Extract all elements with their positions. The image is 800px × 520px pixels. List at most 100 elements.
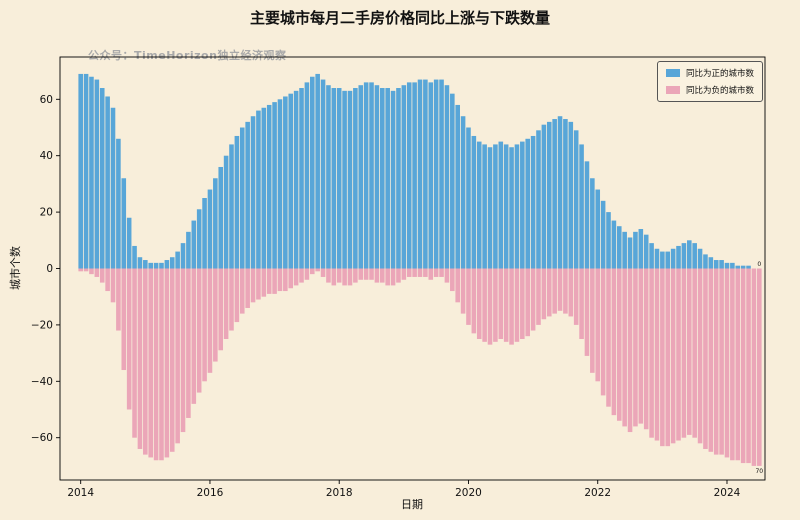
bar-negative bbox=[703, 268, 708, 449]
bar-negative bbox=[476, 268, 482, 339]
bar-negative bbox=[315, 268, 320, 272]
bar-negative bbox=[444, 268, 450, 283]
bar-positive bbox=[638, 229, 644, 269]
y-tick-label: 60 bbox=[40, 94, 53, 106]
bar-positive bbox=[455, 104, 460, 269]
bar-positive bbox=[293, 90, 299, 269]
bar-negative bbox=[412, 268, 417, 277]
bar-negative bbox=[385, 268, 390, 286]
bar-positive bbox=[261, 107, 267, 269]
bar-positive bbox=[627, 237, 633, 269]
x-tick-label: 2020 bbox=[455, 487, 482, 499]
bar-positive bbox=[390, 90, 396, 269]
bar-positive bbox=[266, 104, 272, 269]
x-tick-label: 2016 bbox=[197, 487, 224, 499]
bar-negative bbox=[326, 268, 331, 283]
bar-positive bbox=[660, 251, 665, 269]
bar-positive bbox=[347, 90, 353, 269]
y-tick-label: 20 bbox=[40, 207, 53, 219]
bar-positive bbox=[94, 79, 100, 269]
legend: 同比为正的城市数 同比为负的城市数 bbox=[656, 61, 763, 102]
bar-positive bbox=[552, 119, 557, 269]
bar-positive bbox=[169, 257, 175, 269]
bar-positive bbox=[164, 260, 170, 269]
bar-negative bbox=[455, 268, 460, 303]
bar-negative bbox=[530, 268, 536, 331]
bar-negative bbox=[342, 268, 347, 286]
bar-negative bbox=[309, 268, 315, 275]
bar-positive bbox=[482, 144, 487, 269]
y-tick-label: −40 bbox=[31, 376, 53, 388]
bar-negative bbox=[670, 268, 676, 444]
bar-positive bbox=[272, 102, 277, 269]
bar-positive bbox=[433, 79, 439, 269]
bar-negative bbox=[746, 268, 751, 464]
bar-positive bbox=[309, 76, 315, 269]
bar-positive bbox=[369, 82, 374, 269]
bar-negative bbox=[520, 268, 525, 339]
bar-positive bbox=[417, 79, 423, 269]
bar-positive bbox=[703, 254, 708, 269]
bar-positive bbox=[509, 147, 514, 269]
bar-positive bbox=[708, 257, 714, 269]
bar-negative bbox=[724, 268, 730, 458]
bar-negative bbox=[94, 268, 100, 277]
bar-negative bbox=[245, 268, 250, 308]
y-axis-label: 城市个数 bbox=[9, 246, 22, 290]
bar-negative bbox=[568, 268, 574, 317]
bar-negative bbox=[649, 268, 654, 438]
bar-negative bbox=[735, 268, 741, 461]
bar-negative bbox=[676, 268, 681, 441]
bar-positive bbox=[105, 96, 110, 269]
bar-positive bbox=[428, 82, 434, 269]
x-tick-label: 2022 bbox=[584, 487, 611, 499]
bar-positive bbox=[358, 85, 364, 269]
bar-negative bbox=[692, 268, 697, 438]
bar-positive bbox=[719, 260, 724, 269]
bar-positive bbox=[493, 144, 498, 269]
bar-negative bbox=[482, 268, 487, 342]
bar-positive bbox=[196, 209, 202, 269]
bar-positive bbox=[342, 90, 347, 269]
bar-positive bbox=[180, 243, 186, 269]
bar-positive bbox=[439, 79, 444, 269]
bar-negative bbox=[579, 268, 584, 339]
bar-negative bbox=[234, 268, 240, 323]
bar-negative bbox=[466, 268, 471, 325]
bar-negative bbox=[622, 268, 627, 427]
bar-negative bbox=[175, 268, 180, 444]
y-tick-label: 0 bbox=[46, 263, 53, 275]
bar-negative bbox=[498, 268, 504, 339]
bar-positive bbox=[546, 121, 552, 269]
bar-positive bbox=[186, 231, 191, 269]
bar-positive bbox=[498, 141, 504, 269]
bar-negative bbox=[196, 268, 202, 393]
bar-negative bbox=[390, 268, 396, 286]
bar-negative bbox=[207, 268, 213, 373]
bar-negative bbox=[740, 268, 746, 464]
bar-negative bbox=[757, 268, 762, 466]
bar-negative bbox=[552, 268, 557, 314]
bar-positive bbox=[611, 220, 617, 269]
bar-negative bbox=[229, 268, 234, 331]
bar-negative bbox=[428, 268, 434, 280]
bar-negative bbox=[369, 268, 374, 280]
bar-positive bbox=[649, 243, 654, 269]
bar-positive bbox=[616, 226, 622, 269]
y-tick-label: 40 bbox=[40, 150, 53, 162]
bar-negative bbox=[406, 268, 412, 277]
bar-negative bbox=[137, 268, 143, 449]
bar-positive bbox=[99, 88, 105, 269]
bar-negative bbox=[293, 268, 299, 286]
bar-negative bbox=[417, 268, 423, 277]
bar-negative bbox=[751, 268, 757, 466]
bar-negative bbox=[563, 268, 568, 314]
bar-negative bbox=[283, 268, 288, 292]
bar-negative bbox=[595, 268, 601, 382]
bar-negative bbox=[380, 268, 385, 283]
bar-positive bbox=[336, 88, 342, 269]
bar-negative bbox=[121, 268, 127, 371]
bar-negative bbox=[99, 268, 105, 283]
bar-negative bbox=[148, 268, 153, 458]
bar-negative bbox=[89, 268, 94, 275]
